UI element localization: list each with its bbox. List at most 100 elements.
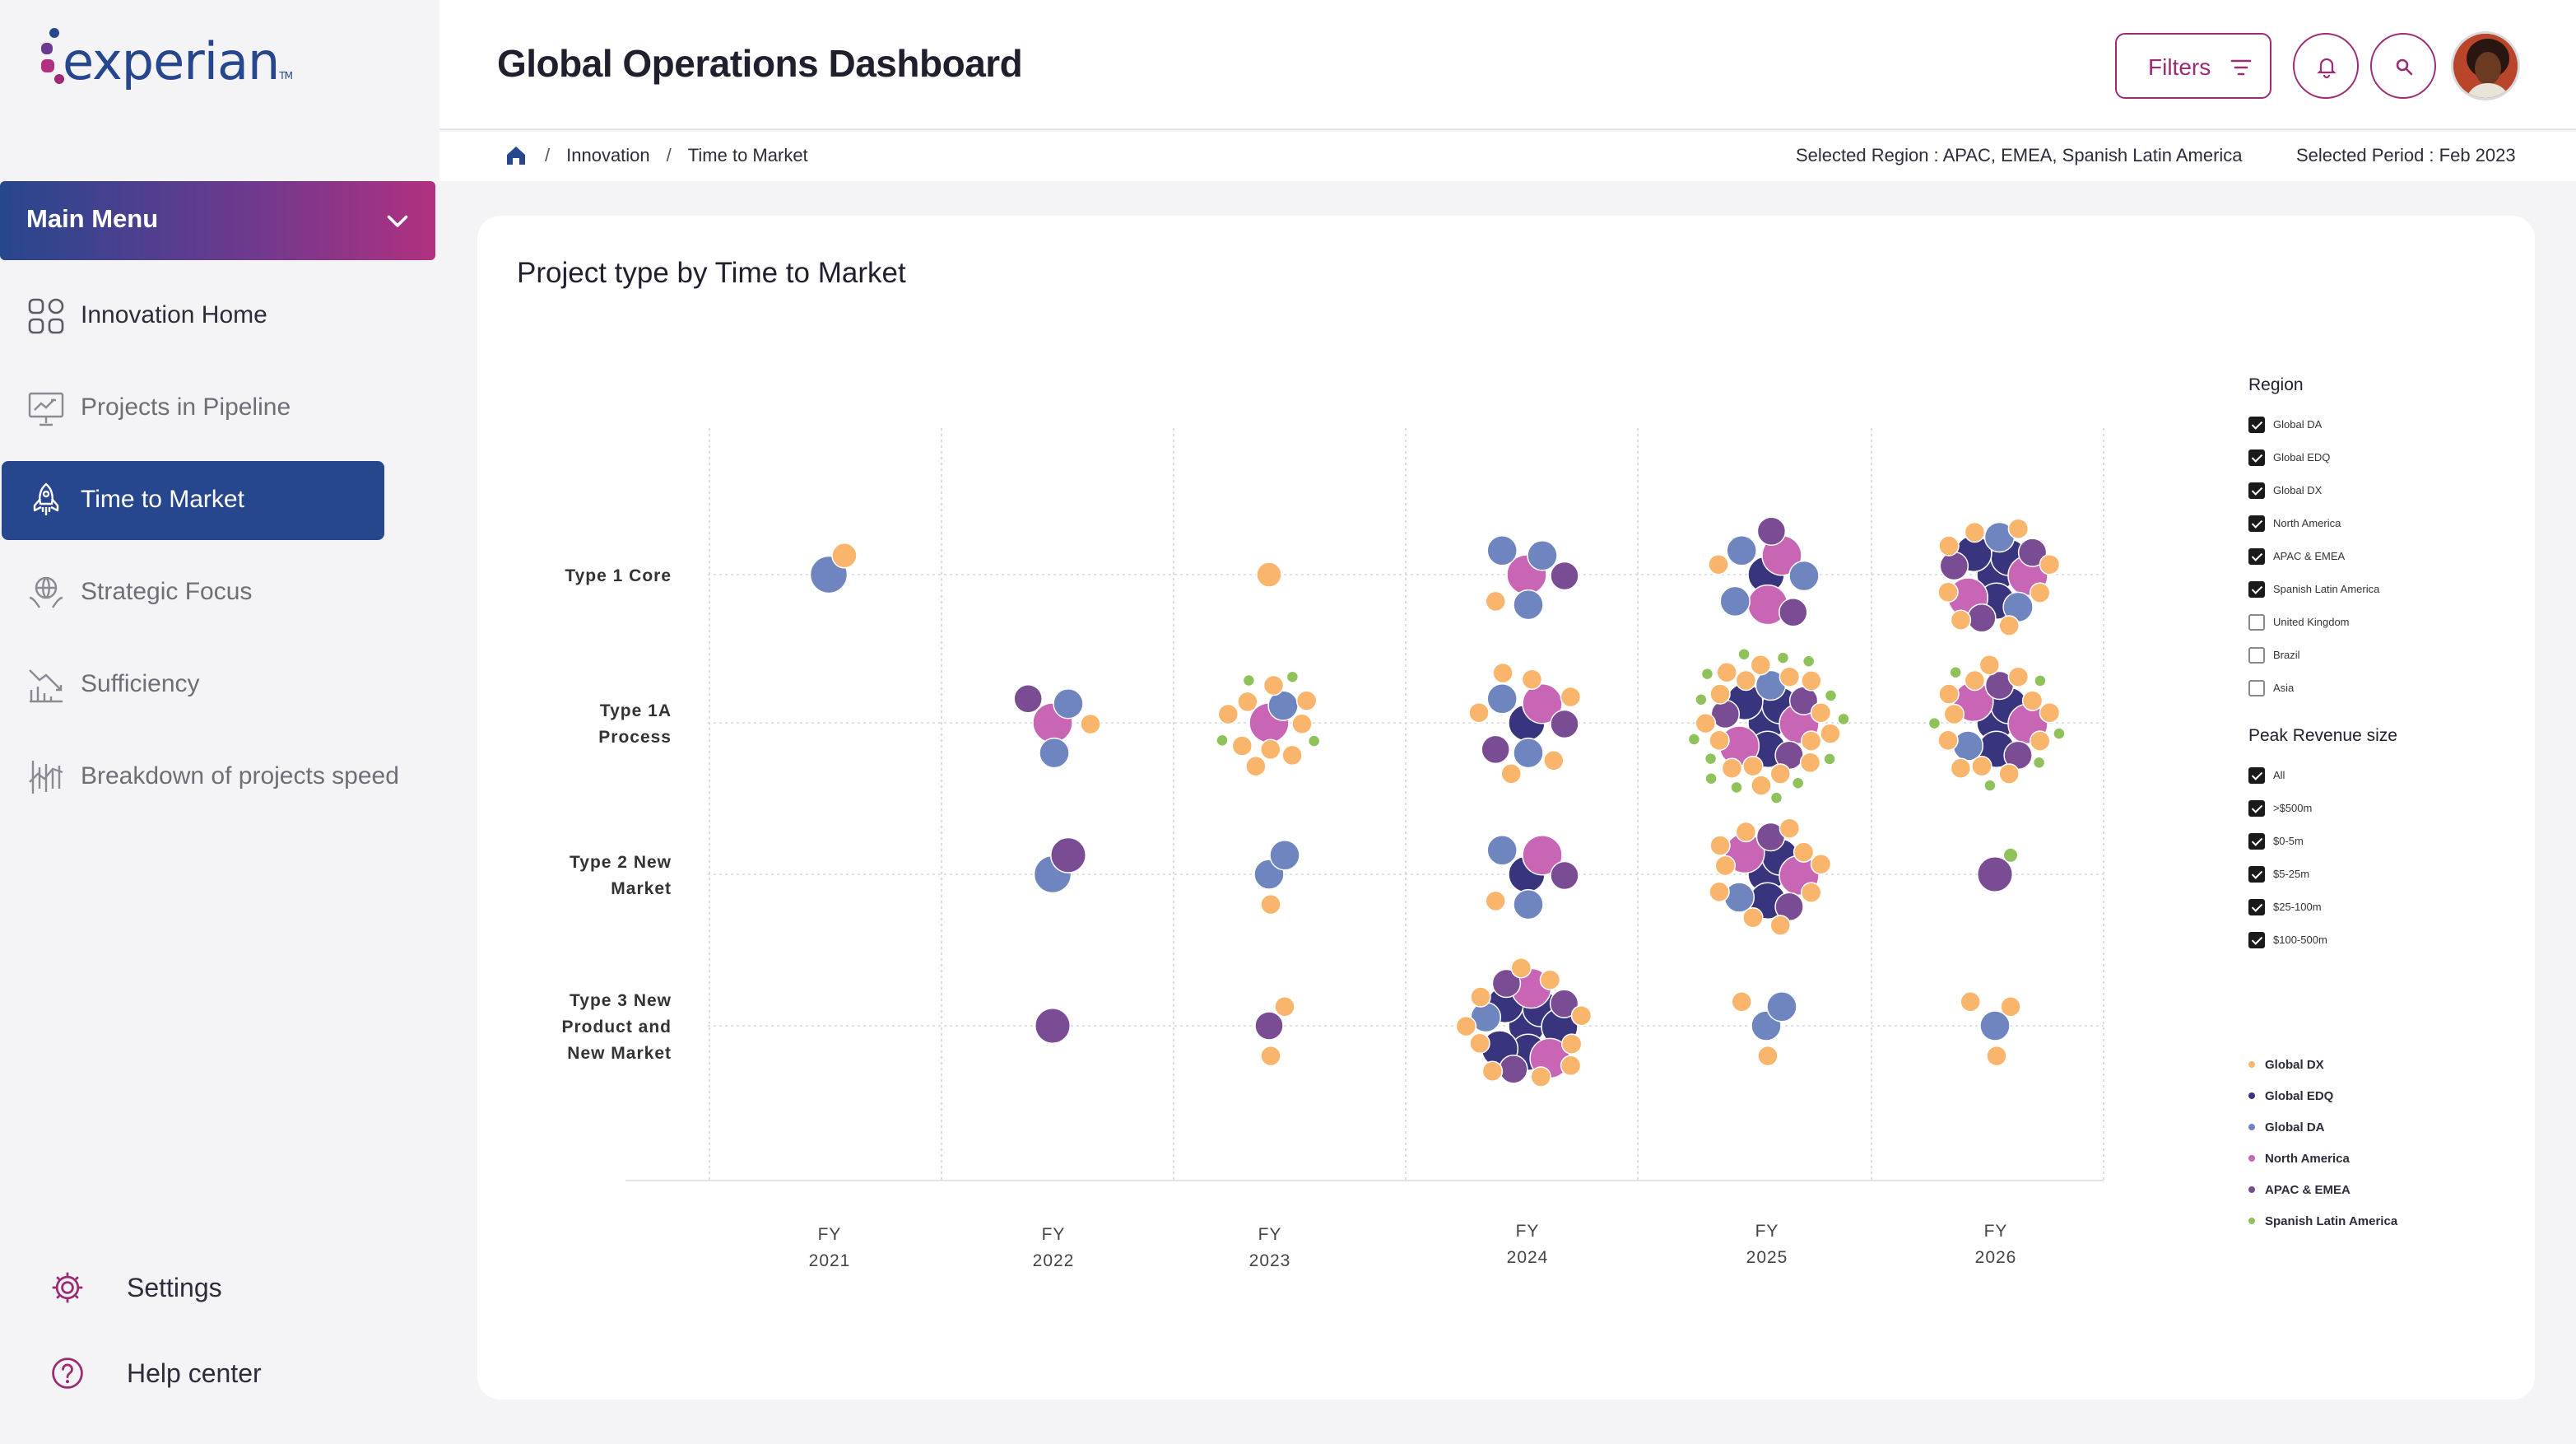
region-checkbox[interactable] [2248, 581, 2265, 598]
notifications-button[interactable] [2293, 33, 2359, 99]
bubble-dx [1751, 775, 1772, 796]
bubble-dx [2039, 701, 2061, 724]
bubble-dx [1742, 755, 1764, 777]
x-tick-label: FY 2023 [1249, 1225, 1291, 1270]
bell-icon [2317, 58, 2337, 79]
breadcrumb-time-to-market: Time to Market [687, 145, 808, 165]
bubble-dx [1470, 986, 1491, 1008]
sidebar-item-sufficiency[interactable]: Sufficiency [2, 645, 384, 724]
bubble-dx [1716, 661, 1737, 683]
home-icon[interactable] [504, 143, 528, 168]
gear-icon [52, 1272, 83, 1303]
region-checkbox[interactable] [2248, 548, 2265, 565]
region-checkbox-row[interactable]: Global DA [2248, 417, 2512, 433]
bubble-dx [1779, 666, 1801, 687]
bubble-dx [1695, 712, 1717, 734]
bubble-dx [1998, 615, 2020, 636]
rocket-icon [33, 482, 59, 515]
revenue-checkbox-row[interactable]: $25-100m [2248, 899, 2512, 915]
revenue-checkbox[interactable] [2248, 899, 2265, 915]
bubble-dx [1560, 686, 1582, 708]
sidebar-item-projects-in-pipeline[interactable]: Projects in Pipeline [2, 369, 384, 448]
revenue-checkbox-label: $0-5m [2273, 835, 2304, 847]
filters-button[interactable]: Filters [2115, 33, 2271, 99]
series-legend: Global DX Global EDQ Global DA North Americ… [2248, 1049, 2397, 1237]
region-checkbox[interactable] [2248, 482, 2265, 499]
bubble-dx [2029, 730, 2051, 752]
bubble-sla [1791, 776, 1805, 790]
region-checkbox-row[interactable]: Spanish Latin America [2248, 581, 2512, 598]
series-color-dot [2248, 1092, 2255, 1099]
filter-lines-icon [2230, 59, 2252, 76]
region-checkbox-row[interactable]: APAC & EMEA [2248, 548, 2512, 565]
series-legend-item: Spanish Latin America [2248, 1205, 2397, 1237]
bubble-da [1719, 585, 1751, 617]
bubble-da [1513, 589, 1544, 621]
region-checkbox[interactable] [2248, 515, 2265, 532]
bubble-dx [1735, 821, 1757, 843]
region-checkbox-row[interactable]: Global DX [2248, 482, 2512, 499]
breadcrumb-innovation[interactable]: Innovation [566, 145, 650, 165]
series-color-dot [2248, 1061, 2255, 1068]
region-checkbox-row[interactable]: Asia [2248, 680, 2512, 696]
bubble-dx [2007, 518, 2030, 539]
region-checkbox-row[interactable]: North America [2248, 515, 2512, 532]
revenue-checkbox[interactable] [2248, 866, 2265, 883]
sidebar-item-breakdown-of-projects-speed[interactable]: Breakdown of projects speed [2, 738, 399, 817]
bubble-dx [1810, 853, 1832, 875]
search-button[interactable] [2370, 33, 2436, 99]
bubble-dx [1820, 723, 1841, 744]
revenue-checkbox[interactable] [2248, 767, 2265, 784]
series-legend-item: Global DX [2248, 1049, 2397, 1080]
region-checkbox[interactable] [2248, 614, 2265, 631]
top-header: Global Operations Dashboard Filters [439, 0, 2576, 130]
revenue-checkbox-row[interactable]: All [2248, 767, 2512, 784]
revenue-checkbox[interactable] [2248, 800, 2265, 817]
bubble-dx [1560, 1055, 1582, 1077]
user-avatar[interactable] [2451, 31, 2520, 100]
region-checkbox[interactable] [2248, 647, 2265, 664]
bubble-dx [1978, 654, 2001, 676]
sidebar-item-innovation-home[interactable]: Innovation Home [2, 277, 384, 356]
region-checkbox[interactable] [2248, 680, 2265, 696]
region-checkbox[interactable] [2248, 417, 2265, 433]
bubble-dx [1731, 991, 1752, 1013]
region-checkbox-list: Global DA Global EDQ Global DX North Americ… [2248, 417, 2512, 696]
chart-card: Project type by Time to Market FY 2021 FY 2… [477, 216, 2535, 1400]
revenue-checkbox-row[interactable]: $100-500m [2248, 932, 2512, 948]
region-checkbox-row[interactable]: Global EDQ [2248, 450, 2512, 466]
sidebar-item-strategic-focus[interactable]: Strategic Focus [2, 553, 384, 632]
selected-region-text: Selected Region : APAC, EMEA, Spanish La… [1796, 145, 2243, 165]
help-center-link[interactable]: Help center [46, 1349, 375, 1398]
bubble-da [1979, 1010, 2011, 1041]
bubble-dx [1274, 996, 1295, 1018]
series-color-dot [2248, 1124, 2255, 1130]
region-checkbox-row[interactable]: United Kingdom [2248, 614, 2512, 631]
experian-logo[interactable]: experianTM [38, 25, 293, 99]
bubble-dx [1485, 590, 1506, 613]
bubble-dx [1245, 755, 1267, 777]
bubble-dx [1291, 713, 1313, 735]
settings-link[interactable]: Settings [46, 1263, 375, 1312]
bubble-da [1513, 888, 1544, 920]
bubble-dx [1938, 535, 1960, 557]
series-legend-label: Global DX [2265, 1057, 2324, 1072]
revenue-checkbox-row[interactable]: $5-25m [2248, 866, 2512, 883]
avatar-portrait-icon [2453, 34, 2518, 98]
bubble-sla [1823, 752, 1836, 766]
sidebar-item-time-to-market[interactable]: Time to Market [2, 461, 384, 540]
bubble-dx [1708, 553, 1729, 575]
sidebar: experianTM Main Menu Innovation Home Pro… [0, 0, 439, 1444]
region-checkbox-row[interactable]: Brazil [2248, 647, 2512, 664]
x-tick-label: FY 2021 [809, 1225, 851, 1270]
revenue-checkbox[interactable] [2248, 833, 2265, 850]
region-checkbox-label: United Kingdom [2273, 616, 2350, 628]
revenue-checkbox-row[interactable]: >$500m [2248, 800, 2512, 817]
region-checkbox[interactable] [2248, 450, 2265, 466]
bubble-da [1788, 560, 1820, 592]
revenue-checkbox[interactable] [2248, 932, 2265, 948]
bubble-da [1486, 683, 1518, 715]
main-menu-toggle[interactable]: Main Menu [0, 181, 435, 260]
revenue-checkbox-row[interactable]: $0-5m [2248, 833, 2512, 850]
help-center-label: Help center [127, 1358, 262, 1388]
